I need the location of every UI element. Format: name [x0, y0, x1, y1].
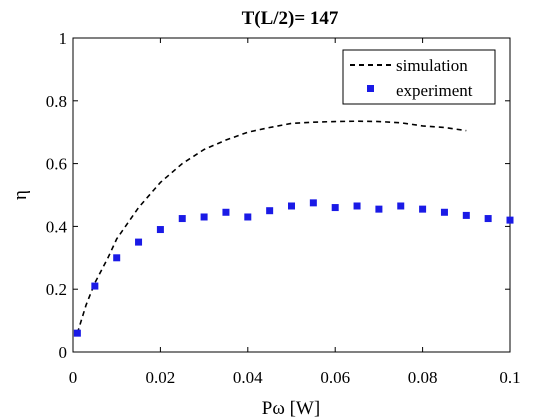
data-point-experiment: [156, 226, 164, 234]
x-tick-label: 0: [69, 368, 78, 387]
x-tick-label: 0.1: [499, 368, 520, 387]
data-point-experiment: [178, 215, 186, 223]
data-point-experiment: [419, 205, 427, 213]
legend-simulation-label: simulation: [396, 56, 468, 75]
data-point-experiment: [91, 282, 99, 290]
legend: simulation experiment: [342, 49, 496, 105]
data-point-experiment: [200, 213, 208, 221]
data-point-experiment: [397, 202, 405, 210]
y-tick-label: 1: [59, 29, 68, 48]
x-tick-label: 0.06: [320, 368, 350, 387]
data-point-experiment: [222, 208, 230, 216]
x-tick-label: 0.08: [408, 368, 438, 387]
data-point-experiment: [375, 205, 383, 213]
y-tick-label: 0: [59, 343, 68, 362]
data-point-experiment: [113, 254, 121, 262]
x-axis-ticks: 0 0.02 0.04 0.06 0.08 0.1: [69, 38, 521, 387]
legend-experiment-marker: [367, 85, 374, 92]
data-point-experiment: [135, 238, 143, 246]
y-tick-label: 0.4: [46, 217, 68, 236]
data-point-experiment: [440, 208, 448, 216]
y-axis-label: η: [10, 190, 31, 200]
data-point-experiment: [462, 211, 470, 219]
data-point-experiment: [288, 202, 295, 210]
series-layer: [73, 120, 514, 337]
data-point-experiment: [309, 199, 317, 207]
chart-title: T(L/2)= 147: [242, 8, 339, 29]
x-tick-label: 0.04: [233, 368, 263, 387]
y-axis-ticks: 0 0.2 0.4 0.6 0.8 1: [46, 29, 510, 362]
data-point-experiment: [244, 213, 252, 221]
data-point-experiment: [484, 215, 492, 223]
data-point-experiment: [331, 204, 339, 212]
y-tick-label: 0.8: [46, 92, 67, 111]
data-point-experiment: [353, 202, 361, 210]
y-tick-label: 0.6: [46, 155, 67, 174]
x-axis-label: Pω [W]: [262, 398, 320, 419]
legend-experiment-label: experiment: [396, 81, 473, 100]
data-point-experiment: [506, 216, 514, 224]
legend-box: [342, 49, 496, 105]
data-point-experiment: [266, 207, 274, 215]
data-point-experiment: [73, 329, 81, 337]
x-tick-label: 0.02: [146, 368, 176, 387]
y-tick-label: 0.2: [46, 280, 67, 299]
